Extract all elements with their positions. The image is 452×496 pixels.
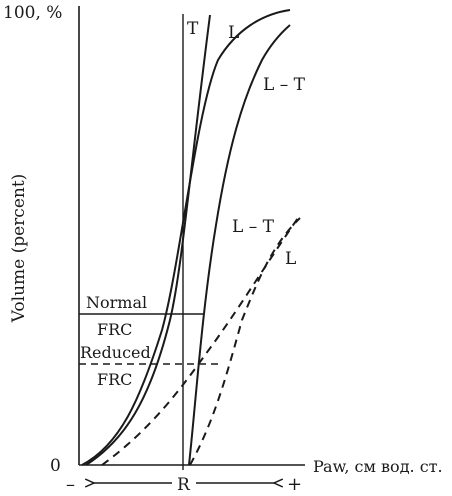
y-axis-zero-label: 0 xyxy=(50,456,61,476)
curve-l-minus-t xyxy=(188,24,291,466)
x-minus-marker: – xyxy=(66,474,75,495)
reduced-frc-label-bottom: FRC xyxy=(97,370,132,389)
curve-l-minus-t-label: L – T xyxy=(263,75,306,95)
curve-t xyxy=(85,14,211,466)
curve-t-label: T xyxy=(187,19,199,39)
curve-l-minus-t-dashed-label: L – T xyxy=(232,217,275,237)
normal-frc-label-top: Normal xyxy=(86,293,147,312)
y-axis-top-label: 100, % xyxy=(3,3,62,23)
x-rest-marker: R xyxy=(177,475,191,495)
x-plus-marker: + xyxy=(287,474,302,495)
x-axis-title: Paw, см вод. ст. xyxy=(313,457,443,476)
y-axis-title: Volume (percent) xyxy=(9,174,29,324)
curve-l-dashed xyxy=(189,217,301,466)
reduced-frc-label-top: Reduced xyxy=(80,343,151,362)
normal-frc-label-bottom: FRC xyxy=(97,320,132,339)
curve-l-dashed-label: L xyxy=(285,249,296,269)
curve-l-label: L xyxy=(228,23,239,43)
curve-l xyxy=(81,9,291,466)
